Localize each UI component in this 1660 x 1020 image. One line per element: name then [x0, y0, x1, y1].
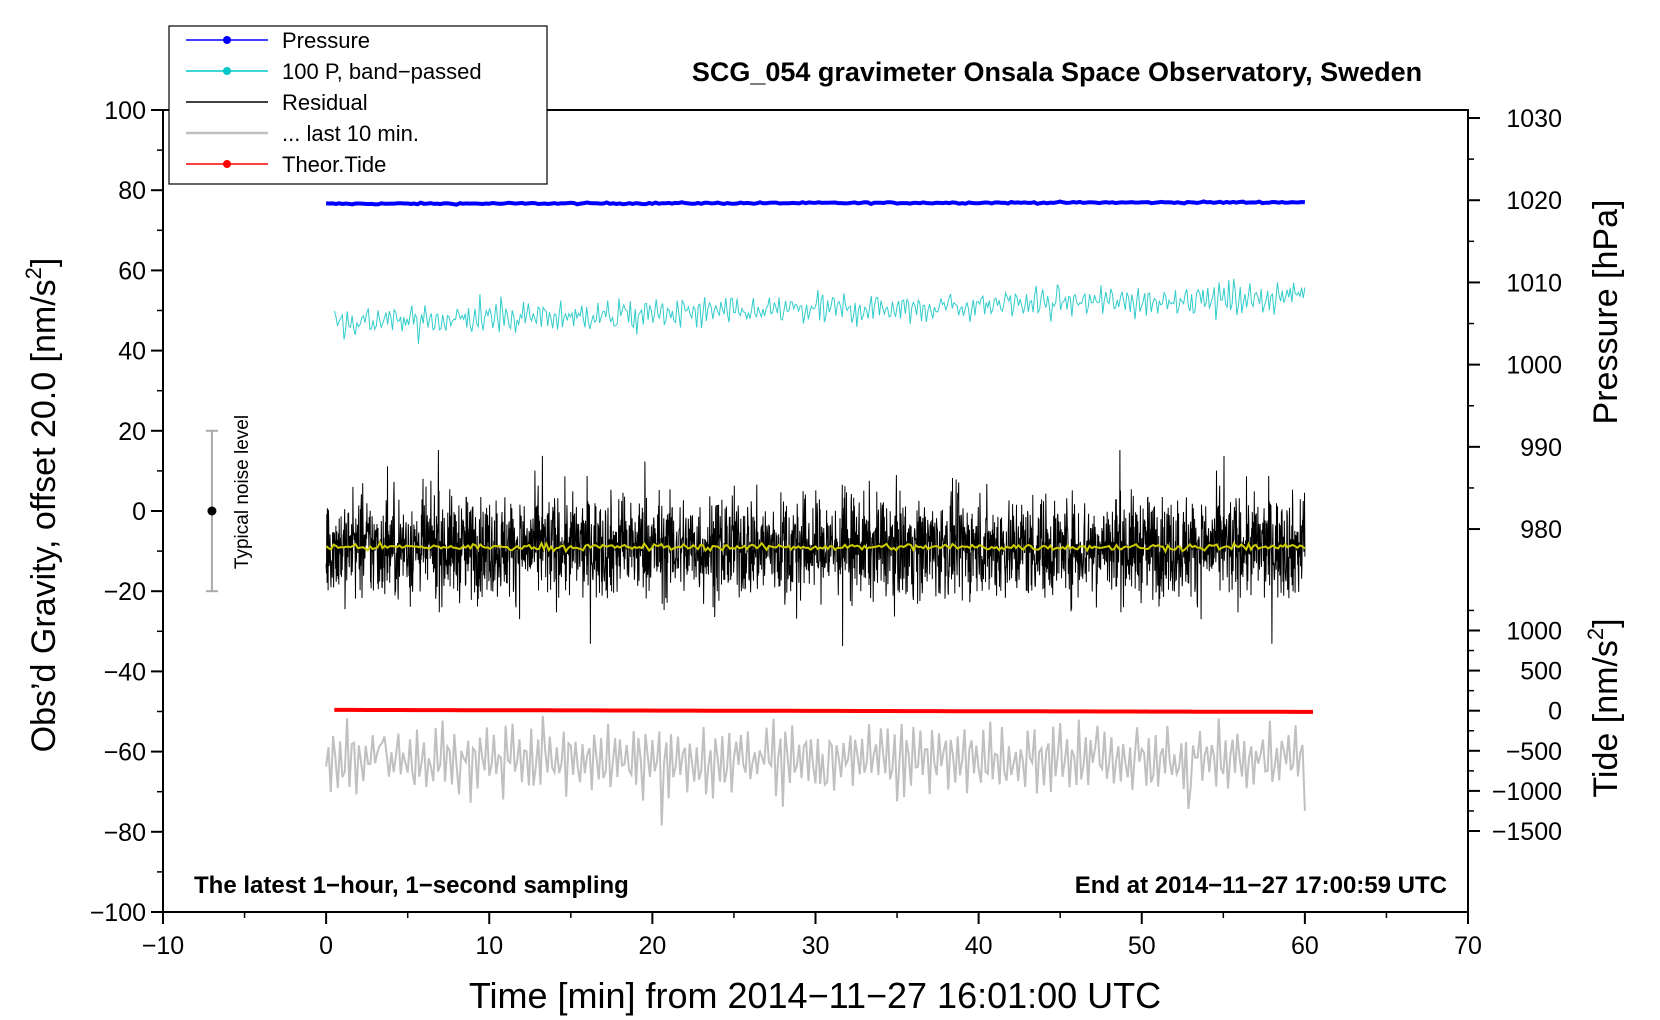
legend-marker	[223, 160, 231, 168]
y-tick-label: 60	[118, 257, 146, 285]
tide-tick-label: −1500	[1492, 818, 1562, 846]
x-tick-label: 10	[475, 932, 503, 960]
y-tick-label: −80	[104, 819, 146, 847]
tide-axis-ticks: 1000 500 0 −500 −1000 −1500	[1468, 609, 1562, 846]
series-residual	[325, 449, 1306, 647]
y-axis-label-sup: 2	[21, 267, 46, 279]
x-tick-label: 60	[1291, 932, 1319, 960]
pressure-tick-label: 980	[1520, 516, 1562, 544]
y-tick-label: 40	[118, 338, 146, 366]
y-tick-label: −60	[104, 739, 146, 767]
x-tick-label: 0	[319, 932, 333, 960]
y-axis-ticks: 100 80 60 40 20 0 −20 −40 −60 −80 −100	[90, 97, 163, 927]
legend-label: 100 P, band−passed	[282, 59, 482, 84]
tide-tick-label: −500	[1506, 738, 1562, 766]
legend-box	[168, 25, 548, 185]
noise-level-bar	[205, 429, 218, 593]
series-last-10-min	[325, 715, 1306, 826]
chart-title: SCG_054 gravimeter Onsala Space Observat…	[692, 57, 1422, 87]
y-tick-label: −40	[104, 658, 146, 686]
pressure-axis-ticks: 1030 1020 1010 1000 990 980	[1468, 105, 1562, 544]
tide-axis-label: Tide [nm/s2]	[1583, 618, 1625, 797]
tide-tick-label: −1000	[1492, 778, 1562, 806]
series-pressure	[326, 199, 1306, 207]
legend-label: ... last 10 min.	[282, 121, 419, 146]
noise-bar-center-dot	[207, 506, 217, 516]
tide-axis-label-text: Tide [nm/s	[1587, 640, 1625, 797]
pressure-tick-label: 1000	[1506, 352, 1562, 380]
y-axis-label: Obs’d Gravity, offset 20.0 [nm/s2]	[21, 258, 63, 753]
x-tick-label: 40	[965, 932, 993, 960]
x-tick-label: 30	[802, 932, 830, 960]
pressure-axis-label: Pressure [hPa]	[1587, 200, 1625, 425]
noise-level-label: Typical noise level	[232, 415, 253, 569]
y-tick-label: −20	[104, 578, 146, 606]
tide-axis-label-end: ]	[1587, 618, 1625, 627]
x-axis-ticks: −10 0 10 20 30 40 50 60 70	[142, 912, 1482, 960]
y-axis-label-end: ]	[25, 258, 63, 267]
tide-tick-label: 1000	[1506, 617, 1562, 645]
pressure-tick-label: 1030	[1506, 105, 1562, 133]
x-axis-label: Time [min] from 2014−11−27 16:01:00 UTC	[469, 975, 1161, 1016]
pressure-tick-label: 990	[1520, 434, 1562, 462]
tide-tick-label: 0	[1548, 698, 1562, 726]
pressure-tick-label: 1020	[1506, 187, 1562, 215]
x-tick-label: 70	[1454, 932, 1482, 960]
x-tick-label: 50	[1128, 932, 1156, 960]
y-tick-label: 0	[132, 498, 146, 526]
series-residual-smoothed	[325, 539, 1306, 554]
tide-tick-label: 500	[1520, 658, 1562, 686]
series-theor-tide	[334, 707, 1313, 714]
annotation-sampling: The latest 1−hour, 1−second sampling	[194, 872, 629, 899]
y-axis-label-text: Obs’d Gravity, offset 20.0 [nm/s	[25, 279, 63, 752]
legend-label: Pressure	[282, 28, 370, 53]
pressure-tick-label: 1010	[1506, 269, 1562, 297]
legend-marker	[223, 67, 231, 75]
y-tick-label: 100	[104, 97, 146, 125]
annotation-end-time: End at 2014−11−27 17:00:59 UTC	[1075, 872, 1447, 899]
tide-axis-label-sup: 2	[1583, 628, 1608, 640]
series-pressure-bandpassed	[333, 278, 1306, 344]
y-tick-label: 80	[118, 177, 146, 205]
y-tick-label: −100	[90, 899, 146, 927]
y-tick-label: 20	[118, 418, 146, 446]
x-tick-label: 20	[638, 932, 666, 960]
x-tick-label: −10	[142, 932, 184, 960]
legend: Pressure 100 P, band−passed Residual ... la…	[168, 25, 548, 185]
legend-marker	[223, 36, 231, 44]
legend-label: Theor.Tide	[282, 152, 386, 177]
legend-label: Residual	[282, 90, 368, 115]
series-layer	[325, 199, 1313, 826]
